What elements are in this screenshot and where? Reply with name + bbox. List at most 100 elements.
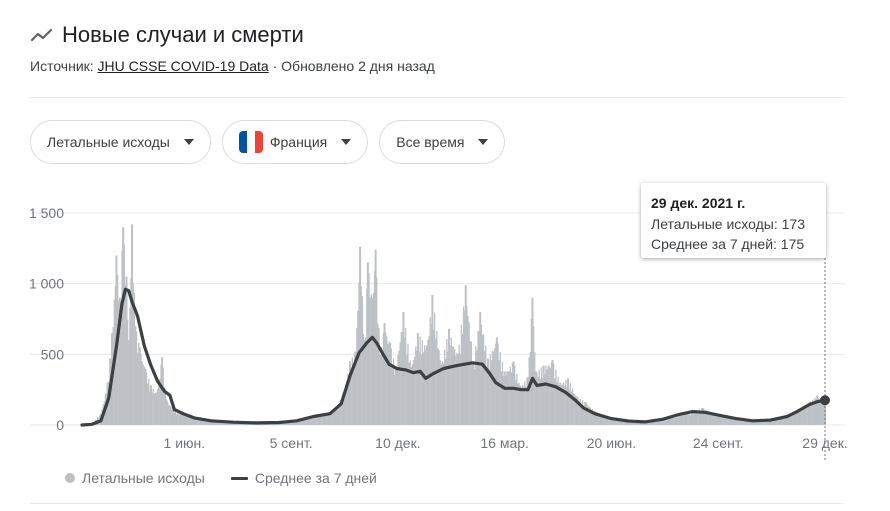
- death-bar-peak: [165, 399, 168, 425]
- death-bar: [763, 420, 765, 425]
- death-bar: [408, 362, 410, 425]
- death-bar-peak: [127, 340, 130, 425]
- death-bar: [502, 375, 505, 425]
- death-bar: [284, 422, 287, 425]
- death-bar: [439, 360, 441, 425]
- death-bar-peak: [122, 227, 125, 425]
- death-bar: [498, 360, 500, 425]
- death-bar: [597, 414, 599, 425]
- death-bar: [624, 421, 626, 425]
- death-bar: [388, 341, 390, 425]
- death-bar: [170, 407, 172, 425]
- tooltip-deaths: Летальные исходы: 173: [651, 216, 805, 232]
- death-bar: [773, 419, 775, 425]
- death-bar: [550, 362, 553, 425]
- death-bar: [660, 421, 663, 425]
- death-bar: [537, 376, 539, 425]
- death-bar: [189, 415, 191, 425]
- death-bar: [327, 413, 329, 425]
- death-bar: [578, 401, 580, 425]
- death-bar-peak: [371, 297, 374, 425]
- death-bar: [677, 417, 679, 425]
- death-bar: [621, 421, 624, 425]
- death-bar: [663, 421, 665, 425]
- death-bar: [392, 358, 395, 425]
- caret-down-icon: [183, 139, 194, 145]
- death-bar: [304, 418, 307, 425]
- death-bar: [433, 312, 436, 425]
- death-bar: [719, 415, 722, 425]
- period-dropdown[interactable]: Все время: [379, 120, 506, 164]
- page-title: Новые случаи и смерти: [62, 22, 304, 47]
- death-bar: [778, 418, 781, 425]
- death-bar: [685, 414, 687, 425]
- death-bar: [539, 378, 541, 425]
- death-bar: [564, 385, 566, 425]
- death-bar: [819, 398, 822, 425]
- death-bar: [171, 409, 173, 425]
- death-bar: [722, 415, 724, 425]
- death-bar-peak: [290, 421, 293, 425]
- death-bar: [720, 416, 723, 425]
- death-bar: [470, 341, 472, 425]
- death-bar-peak: [486, 358, 489, 425]
- death-bar: [687, 414, 689, 425]
- death-bar: [570, 391, 573, 425]
- y-tick-label: 1 500: [29, 205, 64, 221]
- death-bar: [329, 412, 331, 425]
- death-bar: [381, 351, 384, 425]
- death-bar: [436, 331, 438, 425]
- death-bar: [684, 414, 686, 425]
- death-bar: [299, 420, 301, 425]
- death-bar: [121, 250, 123, 425]
- death-bar: [600, 414, 603, 425]
- death-bar: [805, 405, 807, 425]
- death-bar: [468, 322, 470, 425]
- death-bar: [378, 328, 380, 425]
- death-bar: [579, 399, 581, 425]
- death-bar: [477, 330, 479, 425]
- death-bar: [759, 421, 762, 425]
- death-bar: [522, 386, 525, 425]
- deaths-chart[interactable]: 0 500 1 000 1 500 1 июн. 5 сент. 10 дек. 16 мар…: [0, 180, 890, 460]
- death-bar: [723, 416, 725, 425]
- death-bar: [143, 366, 145, 425]
- death-bar-peak: [144, 368, 147, 425]
- death-bar: [698, 409, 701, 425]
- death-bar-peak: [472, 362, 475, 425]
- death-bar: [211, 420, 213, 425]
- death-bar: [372, 292, 375, 425]
- death-bar: [461, 334, 464, 425]
- metric-dropdown[interactable]: Летальные исходы: [30, 120, 211, 164]
- death-bar: [818, 398, 821, 425]
- death-bar: [464, 310, 466, 425]
- country-dropdown[interactable]: Франция: [221, 120, 369, 164]
- death-bar: [393, 374, 396, 425]
- death-bar: [427, 339, 429, 425]
- death-bar: [809, 401, 812, 425]
- death-bar: [606, 416, 608, 425]
- death-bar: [649, 421, 652, 425]
- death-bar: [201, 418, 203, 425]
- death-bar-peak: [349, 361, 352, 425]
- average-line: [80, 287, 827, 427]
- source-link[interactable]: JHU CSSE COVID-19 Data: [97, 58, 269, 74]
- death-bar-peak: [824, 400, 826, 425]
- death-bar: [724, 416, 726, 425]
- death-bar: [187, 415, 189, 425]
- death-bar: [505, 376, 507, 425]
- death-bar: [777, 419, 779, 425]
- death-bar: [178, 414, 180, 425]
- tick-layer: 0 500 1 000 1 500 1 июн. 5 сент. 10 дек. 16 мар…: [29, 205, 848, 451]
- death-bar: [140, 354, 142, 425]
- y-tick-label: 500: [41, 346, 65, 362]
- death-bar: [614, 419, 616, 425]
- death-bar: [412, 360, 415, 425]
- death-bar: [791, 414, 793, 425]
- x-tick-label: 1 июн.: [164, 435, 206, 451]
- death-bar: [518, 382, 520, 425]
- death-bar: [328, 414, 330, 425]
- source-prefix: Источник:: [30, 58, 94, 74]
- death-bar: [130, 278, 132, 425]
- death-bar: [658, 421, 660, 425]
